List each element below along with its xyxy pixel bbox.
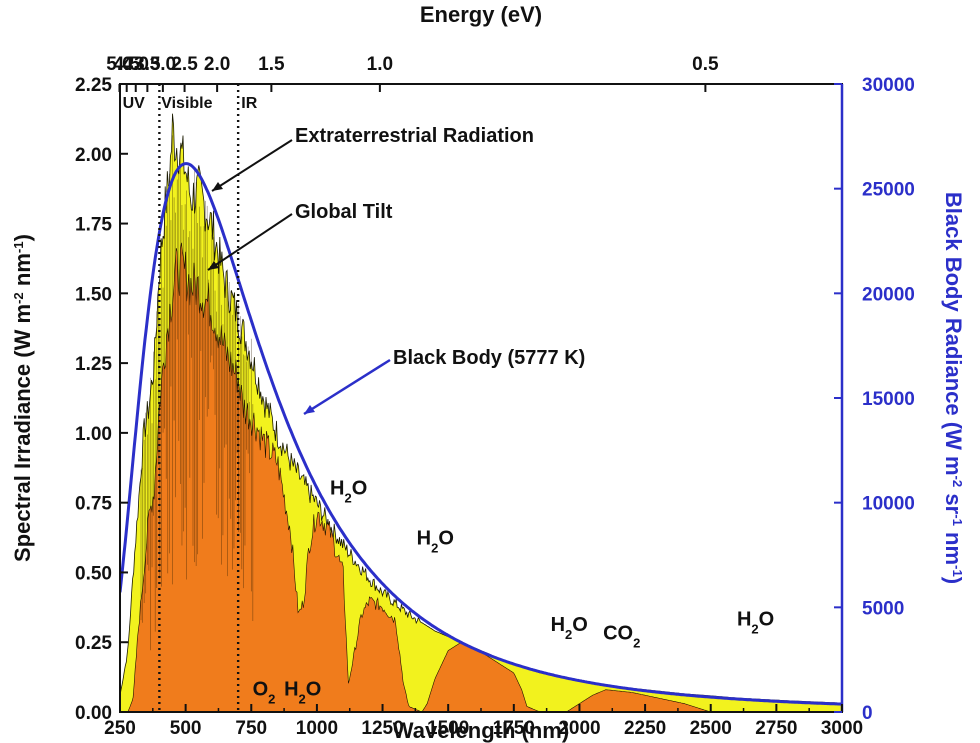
top-tick-label: 1.0 [367, 54, 393, 75]
y2-tick-label: 0 [862, 703, 873, 724]
annotation-arrow [207, 213, 293, 271]
top-tick-label: 5.0 [106, 54, 132, 75]
x-tick-label: 250 [104, 718, 136, 739]
region-label-ir: IR [241, 95, 257, 112]
x-tick-label: 2250 [624, 718, 666, 739]
top-tick-label: 3.0 [150, 54, 176, 75]
x-tick-label: 1000 [296, 718, 338, 739]
y-tick-label: 0.25 [75, 633, 112, 654]
top-tick-label: 2.0 [204, 54, 230, 75]
y-tick-label: 0.50 [75, 563, 112, 584]
y-tick-label: 0.00 [75, 703, 112, 724]
region-label-uv: UV [123, 95, 146, 112]
annotation-arrow [211, 139, 293, 192]
top-tick-label: 2.5 [171, 54, 198, 75]
annotation-arrowhead [208, 261, 219, 270]
y-tick-label: 2.25 [75, 75, 112, 96]
annotation-arrowhead [212, 182, 223, 191]
top-tick-label: 0.5 [692, 54, 719, 75]
y2-tick-label: 10000 [862, 494, 915, 515]
top-tick-label: 4.5 [113, 54, 140, 75]
y-tick-label: 2.00 [75, 145, 112, 166]
x-tick-label: 1750 [493, 718, 535, 739]
x-tick-label: 3000 [821, 718, 863, 739]
y-tick-label: 0.75 [75, 494, 112, 515]
y-tick-label: 1.00 [75, 424, 112, 445]
y2-tick-label: 25000 [862, 180, 915, 201]
top-tick-label: 1.5 [258, 54, 285, 75]
y2-axis-title: Black Body Radiance (W m-2 sr-1 nm-1) [941, 192, 966, 584]
molecule-label: H2O [551, 614, 588, 642]
annotation-global-tilt: Global Tilt [295, 201, 393, 223]
x-axis-title: Wavelength (nm) [393, 718, 569, 743]
x-tick-label: 750 [235, 718, 267, 739]
top-tick-label: 4.0 [123, 54, 149, 75]
x-tick-label: 1250 [361, 718, 403, 739]
y2-tick-label: 30000 [862, 75, 915, 96]
top-axis-title: Energy (eV) [420, 2, 542, 27]
y2-tick-label: 20000 [862, 284, 915, 305]
molecule-label: H2O [417, 528, 454, 556]
y-tick-label: 1.75 [75, 215, 112, 236]
x-tick-label: 2500 [690, 718, 732, 739]
molecule-label: H2O [330, 477, 367, 505]
x-tick-label: 2750 [755, 718, 797, 739]
annotation-arrow [303, 358, 391, 416]
annotation-extraterrestrial: Extraterrestrial Radiation [295, 125, 534, 147]
x-tick-label: 2000 [558, 718, 600, 739]
annotation-arrowhead [304, 405, 315, 414]
molecule-label: O2 [253, 678, 276, 706]
x-tick-label: 1500 [427, 718, 469, 739]
molecule-label: H2O [737, 608, 774, 636]
molecule-label: CO2 [603, 622, 640, 650]
region-label-visible: Visible [161, 95, 212, 112]
y-tick-label: 1.50 [75, 284, 112, 305]
x-tick-label: 500 [170, 718, 202, 739]
molecule-label: H2O [284, 678, 321, 706]
y-tick-label: 1.25 [75, 354, 112, 375]
y-axis-title: Spectral Irradiance (W m-2 nm-1) [10, 234, 35, 562]
y2-tick-label: 5000 [862, 598, 904, 619]
top-tick-label: 3.5 [134, 54, 161, 75]
black-body-curve [120, 162, 842, 706]
annotation-black-body: Black Body (5777 K) [393, 347, 585, 369]
y2-tick-label: 15000 [862, 389, 915, 410]
